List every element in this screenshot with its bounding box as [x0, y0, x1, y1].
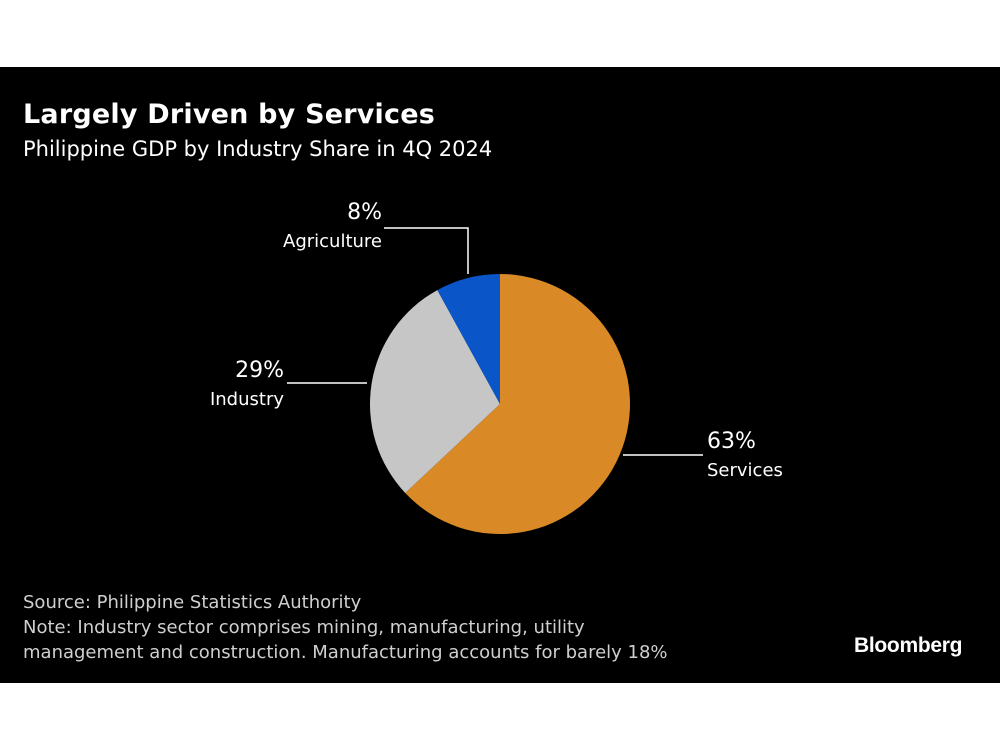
pie-labels: 63% Services 29% Industry 8% Agriculture — [210, 200, 783, 481]
data-label-industry-value: 29% — [235, 358, 284, 383]
chart-card: Largely Driven by Services Philippine GD… — [0, 67, 1000, 683]
data-label-agriculture-name: Agriculture — [283, 231, 382, 252]
data-label-agriculture-value: 8% — [347, 200, 382, 225]
data-label-services-value: 63% — [707, 429, 756, 454]
source-text: Source: Philippine Statistics Authority — [23, 592, 362, 613]
chart-footer: Source: Philippine Statistics Authority … — [23, 590, 668, 665]
note-line-2: management and construction. Manufacturi… — [23, 642, 668, 663]
leader-line-agriculture — [384, 227, 469, 274]
chart-subtitle: Philippine GDP by Industry Share in 4Q 2… — [23, 137, 493, 161]
chart-title: Largely Driven by Services — [23, 99, 435, 130]
pie-slice-industry — [369, 290, 500, 493]
pie-slices — [369, 274, 630, 534]
note-line-1: Note: Industry sector comprises mining, … — [23, 617, 585, 638]
bloomberg-logo: Bloomberg — [854, 634, 963, 657]
pie-slice-agriculture — [437, 274, 500, 404]
data-label-services-name: Services — [707, 460, 783, 481]
data-label-industry-name: Industry — [210, 389, 284, 410]
pie-chart: 63% Services 29% Industry 8% Agriculture — [210, 200, 783, 534]
pie-slice-services — [405, 274, 630, 534]
